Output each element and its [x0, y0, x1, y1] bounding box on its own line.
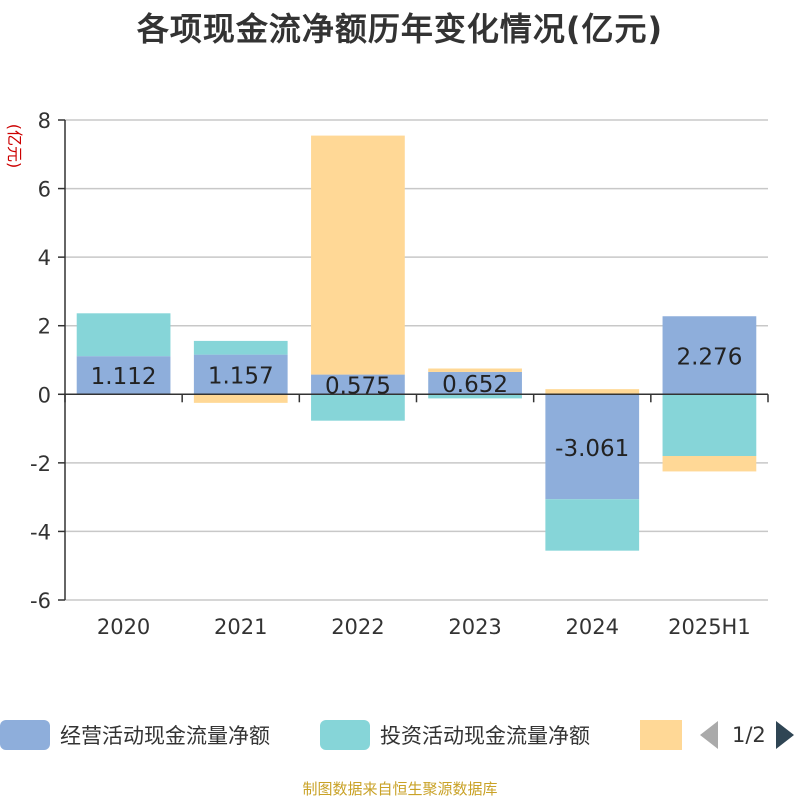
bar-3-2023[interactable]: [428, 368, 522, 372]
y-tick-label: 8: [38, 109, 51, 133]
y-tick-label: 4: [38, 246, 51, 270]
legend-swatch-investing: [320, 720, 370, 750]
x-tick-label: 2021: [214, 615, 267, 639]
data-labels: 1.112 1.157 0.575 0.652 -3.061 2.276: [91, 344, 743, 461]
data-label: 2.276: [676, 344, 742, 370]
x-tick-label: 2025H1: [668, 615, 751, 639]
bar-2-2020[interactable]: [76, 313, 171, 357]
bar-3-2021[interactable]: [193, 394, 288, 403]
data-source-note: 制图数据来自恒生聚源数据库: [302, 780, 498, 798]
data-label: -3.061: [555, 436, 629, 462]
y-tick-label: 2: [38, 315, 51, 339]
y-tick-label: 6: [38, 178, 51, 202]
y-tick-label: -6: [30, 589, 51, 613]
data-label: 0.652: [442, 372, 508, 398]
x-tick-label: 2024: [566, 615, 619, 639]
tick-labels: 8 6 4 2 0 -2 -4 -6 2020 2021 2022 2023 2024 2025H1: [30, 109, 751, 639]
legend-swatch-financing: [640, 720, 682, 750]
legend-pager: 1/2: [700, 718, 794, 752]
bar-1-2020[interactable]: [76, 356, 171, 395]
gridlines: [58, 119, 768, 601]
bar-2-2024[interactable]: [545, 499, 640, 551]
data-label: 0.575: [325, 373, 391, 399]
bar-3-2025H1[interactable]: [662, 456, 757, 472]
data-label: 1.112: [91, 364, 157, 390]
next-page-icon[interactable]: [775, 721, 794, 749]
chart-title: 各项现金流净额历年变化情况(亿元): [136, 10, 664, 48]
x-tick-label: 2022: [331, 615, 384, 639]
bars: [76, 135, 757, 551]
y-tick-label: 0: [38, 383, 51, 407]
y-tick-label: -4: [30, 520, 51, 544]
bar-1-2023[interactable]: [428, 371, 522, 395]
legend-label-investing: 投资活动现金流量净额: [380, 724, 590, 748]
legend-item-operating[interactable]: 经营活动现金流量净额: [0, 718, 270, 752]
y-tick-label: -2: [30, 452, 51, 476]
bar-2-2023[interactable]: [428, 394, 522, 399]
legend-item-investing[interactable]: 投资活动现金流量净额: [320, 718, 590, 752]
bar-3-2024[interactable]: [545, 389, 640, 395]
x-tick-label: 2023: [448, 615, 501, 639]
bar-1-2025H1[interactable]: [662, 316, 757, 395]
x-tick-label: 2020: [97, 615, 150, 639]
bar-1-2024[interactable]: [545, 394, 640, 500]
legend-page-indicator: 1/2: [732, 723, 766, 747]
bar-1-2021[interactable]: [193, 354, 288, 395]
legend-label-operating: 经营活动现金流量净额: [60, 724, 270, 748]
bar-2-2021[interactable]: [193, 340, 288, 355]
bar-1-2022[interactable]: [311, 374, 405, 395]
previous-page-icon[interactable]: [700, 721, 718, 749]
legend-item-financing[interactable]: [640, 718, 682, 752]
bar-2-2025H1[interactable]: [662, 394, 757, 456]
y-axis-label: (亿元): [5, 124, 24, 169]
legend-swatch-operating: [0, 720, 50, 750]
bar-3-2022[interactable]: [311, 135, 405, 375]
bar-2-2022[interactable]: [311, 394, 405, 421]
data-label: 1.157: [208, 363, 274, 389]
axes: [64, 120, 769, 600]
chart-canvas: (亿元) 8 6 4 2 0 -2 -4 -6 2020 2021 2022 2023 2024 2025…: [5, 109, 769, 639]
